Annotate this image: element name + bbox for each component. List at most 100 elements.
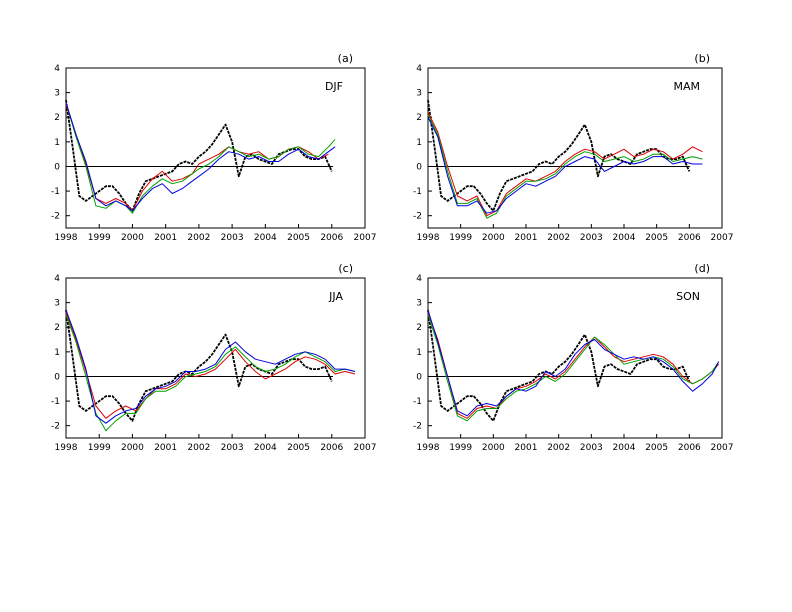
- panel-label: (a): [338, 52, 353, 65]
- x-tick-label: 1999: [88, 233, 111, 243]
- y-tick-label: 0: [416, 162, 422, 172]
- y-tick-label: -1: [51, 397, 60, 407]
- x-tick-label: 1999: [88, 443, 111, 453]
- series-line-3: [65, 102, 336, 214]
- y-tick-label: 3: [416, 299, 422, 309]
- x-tick-label: 2003: [580, 443, 603, 453]
- x-tick-label: 1999: [449, 443, 472, 453]
- x-tick-label: 2002: [187, 443, 210, 453]
- series-line-3: [427, 314, 720, 422]
- y-tick-label: -1: [413, 187, 422, 197]
- y-tick-label: 2: [54, 323, 60, 333]
- x-tick-label: 2002: [547, 233, 570, 243]
- x-tick-label: 1999: [449, 233, 472, 243]
- x-tick-label: 2002: [187, 233, 210, 243]
- y-tick-label: -2: [413, 422, 422, 432]
- season-label: MAM: [673, 80, 700, 93]
- y-tick-label: 3: [54, 89, 60, 99]
- series-line-4: [427, 116, 703, 214]
- panels: 1998 1999 2000 2001 2002 2003 2004 2005 2006 2007…: [51, 52, 733, 453]
- x-tick-label: 2000: [121, 233, 144, 243]
- panel-label: (d): [694, 262, 710, 275]
- x-tick-label: 2007: [711, 233, 734, 243]
- x-tick-label: 2007: [354, 233, 377, 243]
- series-line-4: [427, 309, 720, 417]
- panel-label: (c): [338, 262, 353, 275]
- x-tick-label: 2003: [221, 443, 244, 453]
- y-tick-label: 1: [416, 348, 422, 358]
- y-tick-label: 4: [54, 274, 60, 284]
- x-tick-label: 2003: [580, 233, 603, 243]
- season-label: JJA: [328, 290, 343, 303]
- x-tick-label: 2005: [287, 443, 310, 453]
- x-tick-label: 2001: [515, 443, 538, 453]
- panel-label: (b): [694, 52, 710, 65]
- x-tick-label: 2001: [515, 233, 538, 243]
- x-tick-label: 2006: [320, 233, 343, 243]
- x-tick-label: 2006: [678, 443, 701, 453]
- x-tick-label: 2007: [711, 443, 734, 453]
- y-tick-label: 2: [54, 113, 60, 123]
- y-tick-label: -1: [51, 187, 60, 197]
- x-tick-label: 1998: [55, 443, 78, 453]
- x-tick-label: 1998: [417, 443, 440, 453]
- y-tick-label: 1: [54, 138, 60, 148]
- x-tick-label: 2004: [613, 443, 636, 453]
- y-tick-label: 0: [416, 372, 422, 382]
- series-line-1: [427, 99, 691, 212]
- x-tick-label: 2001: [154, 233, 177, 243]
- x-tick-label: 2007: [354, 443, 377, 453]
- x-tick-label: 2005: [287, 233, 310, 243]
- x-tick-label: 2000: [121, 443, 144, 453]
- plot-frame: [427, 67, 723, 229]
- x-tick-label: 2000: [482, 443, 505, 453]
- x-tick-label: 1998: [55, 233, 78, 243]
- series-line-1: [65, 309, 333, 422]
- x-tick-label: 2004: [613, 233, 636, 243]
- season-label: DJF: [325, 80, 343, 93]
- series-line-2: [65, 312, 356, 419]
- y-tick-label: 2: [416, 113, 422, 123]
- series-line-4: [65, 309, 356, 424]
- series-line-1: [427, 309, 691, 422]
- series-line-4: [65, 102, 336, 212]
- panel-1: 1998 1999 2000 2001 2002 2003 2004 2005 2006 2007…: [51, 52, 376, 243]
- y-tick-label: 4: [54, 64, 60, 74]
- x-tick-label: 2001: [154, 443, 177, 453]
- x-tick-label: 2006: [320, 443, 343, 453]
- y-tick-label: 4: [416, 274, 422, 284]
- x-tick-label: 2006: [678, 233, 701, 243]
- x-tick-label: 2000: [482, 233, 505, 243]
- series-line-3: [427, 114, 703, 219]
- season-label: SON: [676, 290, 700, 303]
- x-tick-label: 2004: [254, 233, 277, 243]
- y-tick-label: -2: [413, 212, 422, 222]
- y-tick-label: -1: [413, 397, 422, 407]
- y-tick-label: -2: [51, 212, 60, 222]
- y-tick-label: -2: [51, 422, 60, 432]
- y-tick-label: 4: [416, 64, 422, 74]
- x-tick-label: 1998: [417, 233, 440, 243]
- panel-2: 1998 1999 2000 2001 2002 2003 2004 2005 2006 2007…: [413, 52, 733, 243]
- plot-frame: [65, 277, 366, 439]
- y-tick-label: 3: [416, 89, 422, 99]
- panel-4: 1998 1999 2000 2001 2002 2003 2004 2005 2006 2007…: [413, 262, 733, 453]
- series-line-2: [427, 312, 720, 419]
- y-tick-label: 1: [54, 348, 60, 358]
- panel-3: 1998 1999 2000 2001 2002 2003 2004 2005 2006 2007…: [51, 262, 376, 453]
- series-line-2: [427, 112, 703, 217]
- y-tick-label: 2: [416, 323, 422, 333]
- plot-frame: [65, 67, 366, 229]
- x-tick-label: 2003: [221, 233, 244, 243]
- y-tick-label: 3: [54, 299, 60, 309]
- x-tick-label: 2005: [645, 233, 668, 243]
- y-tick-label: 0: [54, 372, 60, 382]
- x-tick-label: 2002: [547, 443, 570, 453]
- y-tick-label: 0: [54, 162, 60, 172]
- x-tick-label: 2004: [254, 443, 277, 453]
- y-tick-label: 1: [416, 138, 422, 148]
- x-tick-label: 2005: [645, 443, 668, 453]
- plot-frame: [427, 277, 723, 439]
